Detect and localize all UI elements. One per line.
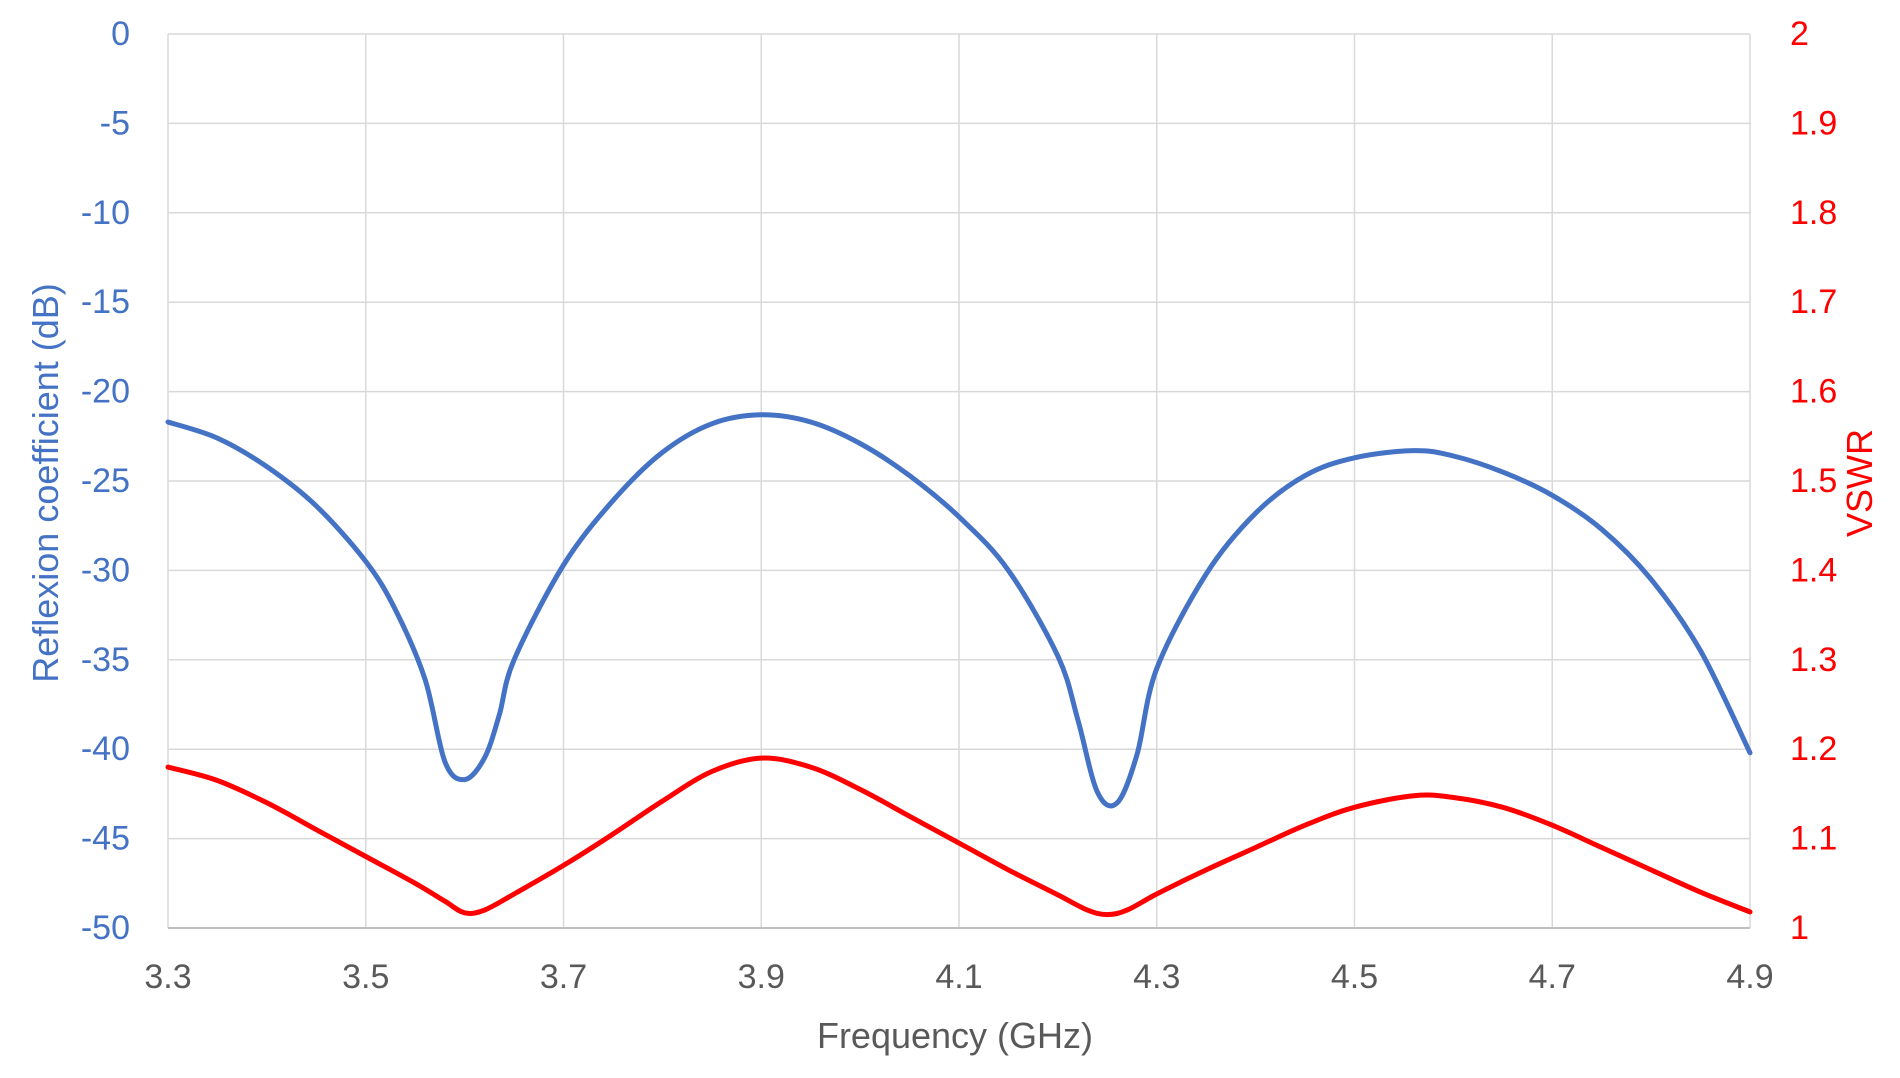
x-tick-label: 3.7 bbox=[540, 958, 587, 996]
right-tick-label: 2 bbox=[1790, 15, 1809, 53]
x-axis-title: Frequency (GHz) bbox=[817, 1015, 1093, 1056]
left-axis-ticks: 0 -5 -10 -15 -20 -25 -30 -35 -40 -45 -50 bbox=[81, 15, 130, 947]
left-tick-label: -25 bbox=[81, 462, 130, 500]
left-tick-label: -35 bbox=[81, 641, 130, 679]
right-tick-label: 1.4 bbox=[1790, 551, 1837, 589]
left-tick-label: -30 bbox=[81, 551, 130, 589]
right-tick-label: 1.5 bbox=[1790, 462, 1837, 500]
right-tick-label: 1.9 bbox=[1790, 104, 1837, 142]
right-tick-label: 1.6 bbox=[1790, 373, 1837, 411]
right-tick-label: 1.3 bbox=[1790, 641, 1837, 679]
left-tick-label: -10 bbox=[81, 194, 130, 232]
series-layer bbox=[165, 412, 1753, 918]
right-tick-label: 1.8 bbox=[1790, 194, 1837, 232]
x-tick-label: 4.1 bbox=[935, 958, 982, 996]
x-tick-label: 3.9 bbox=[738, 958, 785, 996]
x-tick-label: 3.3 bbox=[144, 958, 191, 996]
reflexion-series-line bbox=[165, 412, 1753, 809]
right-tick-label: 1 bbox=[1790, 909, 1809, 947]
left-tick-label: -45 bbox=[81, 820, 130, 858]
left-axis-title: Reflexion coefficient (dB) bbox=[25, 283, 66, 683]
left-tick-label: 0 bbox=[111, 15, 130, 53]
x-tick-label: 3.5 bbox=[342, 958, 389, 996]
right-axis-ticks: 2 1.9 1.8 1.7 1.6 1.5 1.4 1.3 1.2 1.1 1 bbox=[1790, 15, 1837, 947]
left-tick-label: -40 bbox=[81, 730, 130, 768]
vswr-series-line bbox=[165, 755, 1753, 918]
x-tick-label: 4.7 bbox=[1529, 958, 1576, 996]
x-tick-label: 4.5 bbox=[1331, 958, 1378, 996]
right-tick-label: 1.1 bbox=[1790, 820, 1837, 858]
left-tick-label: -15 bbox=[81, 283, 130, 321]
grid bbox=[167, 33, 1751, 929]
right-axis-title: VSWR bbox=[1839, 429, 1880, 537]
left-tick-label: -50 bbox=[81, 909, 130, 947]
x-axis-ticks: 3.3 3.5 3.7 3.9 4.1 4.3 4.5 4.7 4.9 bbox=[144, 958, 1773, 996]
left-tick-label: -20 bbox=[81, 373, 130, 411]
left-tick-label: -5 bbox=[100, 104, 130, 142]
x-tick-label: 4.9 bbox=[1726, 958, 1773, 996]
right-tick-label: 1.2 bbox=[1790, 730, 1837, 768]
x-tick-label: 4.3 bbox=[1133, 958, 1180, 996]
right-tick-label: 1.7 bbox=[1790, 283, 1837, 321]
